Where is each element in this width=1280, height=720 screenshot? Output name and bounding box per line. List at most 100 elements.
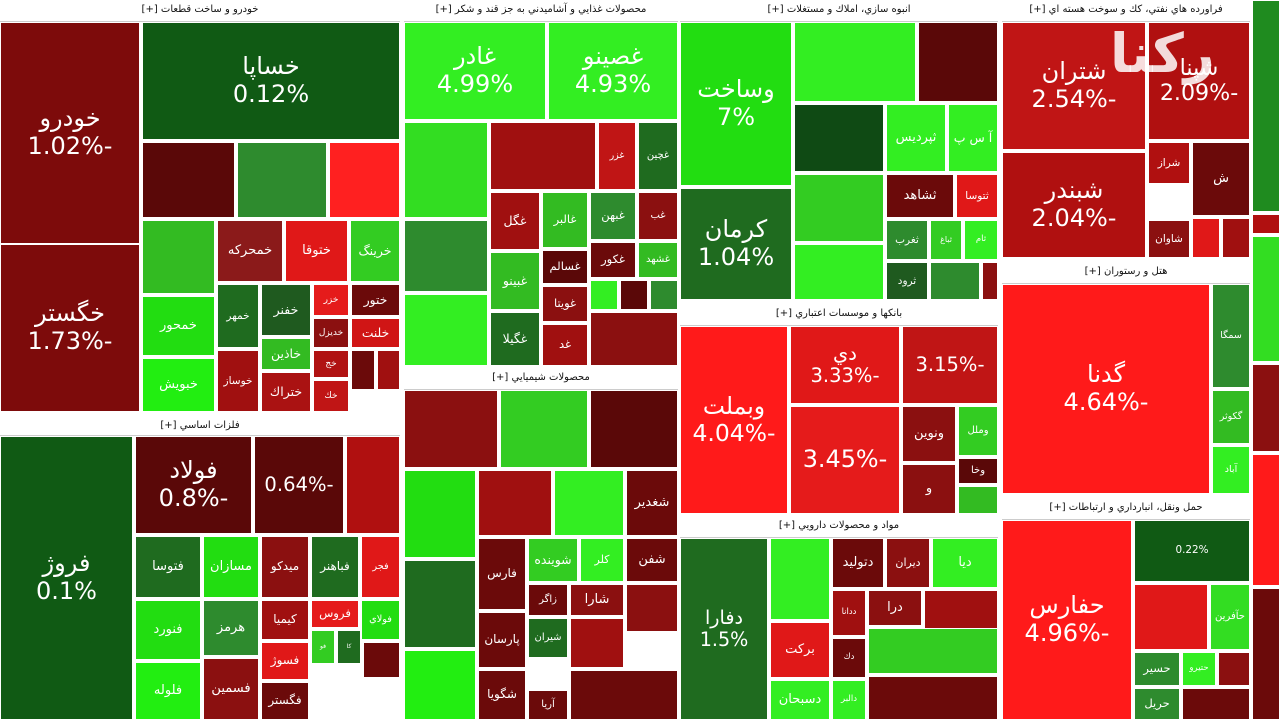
stock-tile: حريل: [1134, 688, 1180, 720]
tile-name: غب: [650, 210, 666, 222]
tile-name: شغدير: [634, 494, 670, 510]
tile-name: غد: [558, 337, 572, 352]
stock-tile: فروژ 0.1%: [0, 436, 133, 720]
stock-tile: [404, 220, 488, 292]
stock-tile: [404, 650, 476, 720]
tile-name: ثباغ: [940, 235, 952, 245]
stock-tile: ش: [1192, 142, 1250, 216]
stock-tile: شفن: [626, 538, 678, 582]
sector-header: انبوه سازي، املاك و مستغلات [+]: [680, 0, 998, 22]
tile-name: خلنت: [361, 325, 390, 340]
stock-tile: فنورد: [135, 600, 201, 660]
sector-header: محصولات شيميايي [+]: [404, 368, 678, 390]
tile-change: -2.04%: [1031, 204, 1117, 232]
tile-name: فولاي: [369, 614, 392, 626]
tile-name: شگويا: [487, 687, 517, 702]
tile-name: غصينو: [582, 42, 644, 71]
tile-name: شبندر: [1044, 176, 1104, 205]
stock-tile: دي -3.33%: [790, 326, 900, 404]
sector-header: فلزات اساسي [+]: [0, 416, 400, 436]
tile-change: 1.5%: [699, 628, 749, 651]
stock-tile: [363, 642, 400, 678]
tile-name: فنورد: [153, 621, 183, 637]
tile-name: شراز: [1157, 156, 1181, 169]
tile-name: خاذين: [270, 345, 302, 361]
stock-tile: فباهنر: [311, 536, 359, 598]
tile-name: غزر: [609, 149, 625, 161]
tile-name: خمهر: [226, 309, 250, 322]
stock-tile: دك: [832, 638, 866, 678]
edge-tile: [1252, 588, 1280, 720]
stock-tile: ختور: [351, 284, 400, 316]
tile-name: و: [925, 480, 933, 496]
stock-tile: [590, 390, 678, 468]
tile-name: شتران: [1041, 57, 1107, 86]
tile-name: زاگر: [539, 594, 557, 606]
stock-tile: ديا: [932, 538, 998, 588]
tile-name: ونوين: [913, 425, 945, 441]
stock-tile: [351, 350, 375, 390]
tile-name: وساخت: [697, 75, 775, 104]
stock-tile: هرمز: [203, 600, 259, 656]
tile-name: ديران: [895, 555, 921, 569]
tile-change: 4.93%: [574, 70, 652, 98]
stock-tile: فسوژ: [261, 642, 309, 680]
stock-tile: [868, 628, 998, 674]
stock-tile: حفارس -4.96%: [1002, 520, 1132, 720]
stock-tile: شبندر -2.04%: [1002, 152, 1146, 258]
stock-tile: [590, 280, 618, 310]
stock-tile: فجر: [361, 536, 400, 598]
stock-tile: [1192, 218, 1220, 258]
stock-tile: ميدكو: [261, 536, 309, 598]
stock-tile: [404, 294, 488, 366]
tile-name: سمگا: [1220, 329, 1242, 341]
tile-name: دك: [843, 652, 855, 663]
tile-name: فباهنر: [320, 559, 350, 574]
tile-change: 0.1%: [36, 577, 97, 605]
tile-name: فگستر: [268, 693, 302, 708]
tile-name: خمحركه: [227, 242, 273, 258]
tile-name: حسير: [1143, 661, 1171, 676]
tile-name: خك: [324, 390, 338, 401]
sector-header: محصولات غذايي و آشاميدني به جز قند و شكر…: [404, 0, 678, 22]
tile-name: شوينده: [534, 551, 572, 567]
sector-header: بانكها و موسسات اعتباري [+]: [680, 304, 998, 326]
tile-name: خرينگ: [358, 242, 392, 258]
stock-tile: كرمان 1.04%: [680, 188, 792, 300]
tile-change: 0.22%: [1175, 544, 1209, 557]
stock-tile: خمحركه: [217, 220, 283, 282]
sector-header: خودرو و ساخت قطعات [+]: [0, 0, 400, 22]
stock-tile: خگستر -1.73%: [0, 244, 140, 412]
tile-name: غشهد: [646, 254, 671, 266]
tile-name: خبويش: [159, 376, 198, 392]
stock-tile: سمگا: [1212, 284, 1250, 388]
stock-tile: شغدير: [626, 470, 678, 536]
stock-tile: [794, 244, 884, 300]
stock-tile: فلوله: [135, 662, 201, 720]
stock-tile: و: [902, 464, 956, 514]
stock-tile: حتيرو: [1182, 652, 1216, 686]
tile-change: -1.02%: [27, 132, 113, 160]
stock-tile: دسبحان: [770, 680, 830, 720]
stock-tile: فو: [311, 630, 335, 664]
tile-name: فسوژ: [270, 653, 300, 668]
stock-tile: [794, 174, 884, 242]
tile-name: ختور: [363, 292, 388, 307]
stock-tile: [794, 22, 916, 102]
tile-change: 0.12%: [232, 80, 310, 108]
stock-tile: آ س پ: [948, 104, 998, 172]
stock-tile: ديران: [886, 538, 930, 588]
stock-tile: [868, 676, 998, 720]
stock-tile: خمهر: [217, 284, 259, 348]
tile-name: فولاد: [169, 456, 218, 485]
stock-tile: فولاد -0.8%: [135, 436, 252, 534]
tile-name: غگل: [503, 212, 527, 228]
tile-name: فلوله: [153, 682, 183, 698]
tile-name: شپنا: [1179, 54, 1219, 81]
stock-tile: شپنا -2.09%: [1148, 22, 1250, 140]
stock-tile: غكور: [590, 242, 636, 278]
stock-tile: [1134, 584, 1208, 650]
tile-name: غادر: [453, 42, 497, 71]
tile-change: -2.09%: [1159, 80, 1239, 106]
